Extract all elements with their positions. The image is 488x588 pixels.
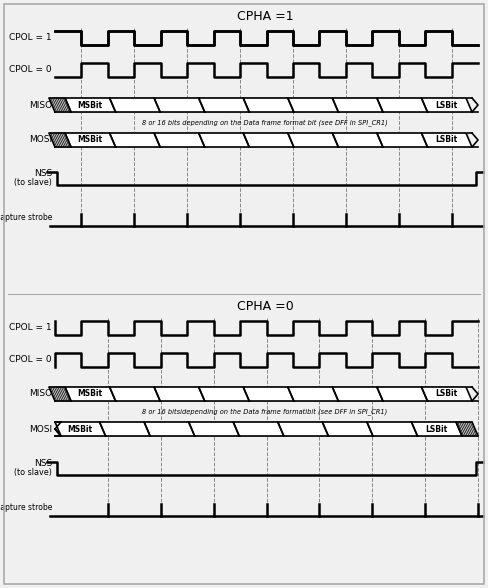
Text: (to slave): (to slave) bbox=[14, 179, 52, 188]
Polygon shape bbox=[411, 422, 462, 436]
Text: (to slave): (to slave) bbox=[14, 469, 52, 477]
Polygon shape bbox=[154, 387, 204, 401]
Text: NSS: NSS bbox=[34, 169, 52, 179]
Polygon shape bbox=[199, 98, 249, 112]
Polygon shape bbox=[144, 422, 195, 436]
Text: MSBit: MSBit bbox=[78, 135, 103, 145]
Polygon shape bbox=[233, 422, 284, 436]
Text: LSBit: LSBit bbox=[426, 425, 448, 433]
Text: 8 or 16 bits depending on the Data frame format bit (see DFF in SPI_CR1): 8 or 16 bits depending on the Data frame… bbox=[142, 119, 388, 126]
Polygon shape bbox=[278, 422, 328, 436]
Polygon shape bbox=[332, 133, 383, 147]
Text: CPOL = 0: CPOL = 0 bbox=[9, 356, 52, 365]
Polygon shape bbox=[55, 422, 105, 436]
Polygon shape bbox=[422, 98, 472, 112]
Polygon shape bbox=[332, 387, 383, 401]
Polygon shape bbox=[422, 387, 472, 401]
Text: LSBit: LSBit bbox=[436, 389, 458, 399]
Polygon shape bbox=[243, 133, 294, 147]
Text: MSBit: MSBit bbox=[78, 101, 103, 109]
Polygon shape bbox=[199, 387, 249, 401]
Polygon shape bbox=[377, 133, 427, 147]
Text: CPOL = 1: CPOL = 1 bbox=[9, 323, 52, 332]
Polygon shape bbox=[109, 387, 160, 401]
Polygon shape bbox=[109, 98, 160, 112]
Text: MISO: MISO bbox=[29, 389, 52, 399]
Text: MOSI: MOSI bbox=[29, 135, 52, 145]
Polygon shape bbox=[154, 133, 204, 147]
Polygon shape bbox=[288, 98, 338, 112]
Polygon shape bbox=[65, 98, 116, 112]
Polygon shape bbox=[65, 133, 116, 147]
Polygon shape bbox=[49, 133, 71, 147]
Polygon shape bbox=[154, 98, 204, 112]
Text: Capture strobe: Capture strobe bbox=[0, 503, 52, 513]
Text: NSS: NSS bbox=[34, 459, 52, 469]
Polygon shape bbox=[49, 387, 71, 401]
Text: LSBit: LSBit bbox=[436, 135, 458, 145]
Text: Capture strobe: Capture strobe bbox=[0, 213, 52, 222]
Polygon shape bbox=[288, 133, 338, 147]
Text: CPOL = 1: CPOL = 1 bbox=[9, 34, 52, 42]
Polygon shape bbox=[189, 422, 239, 436]
Text: CPHA =1: CPHA =1 bbox=[237, 9, 293, 22]
Text: MSBit: MSBit bbox=[78, 389, 103, 399]
Polygon shape bbox=[367, 422, 417, 436]
Polygon shape bbox=[49, 98, 71, 112]
Polygon shape bbox=[109, 133, 160, 147]
Polygon shape bbox=[377, 387, 427, 401]
Polygon shape bbox=[377, 98, 427, 112]
Polygon shape bbox=[422, 133, 472, 147]
Text: LSBit: LSBit bbox=[436, 101, 458, 109]
Text: 8 or 16 bitsidepending on the Data frame formatibit (see DFF in SPI_CR1): 8 or 16 bitsidepending on the Data frame… bbox=[142, 409, 387, 416]
Text: MSBit: MSBit bbox=[68, 425, 93, 433]
Polygon shape bbox=[332, 98, 383, 112]
Polygon shape bbox=[288, 387, 338, 401]
Polygon shape bbox=[243, 387, 294, 401]
Text: MISO: MISO bbox=[29, 101, 52, 109]
Polygon shape bbox=[456, 422, 478, 436]
Polygon shape bbox=[100, 422, 150, 436]
Polygon shape bbox=[323, 422, 373, 436]
Polygon shape bbox=[243, 98, 294, 112]
Polygon shape bbox=[65, 387, 116, 401]
Text: CPOL = 0: CPOL = 0 bbox=[9, 65, 52, 75]
Polygon shape bbox=[199, 133, 249, 147]
Text: CPHA =0: CPHA =0 bbox=[237, 299, 293, 312]
Text: MOSI: MOSI bbox=[29, 425, 52, 433]
